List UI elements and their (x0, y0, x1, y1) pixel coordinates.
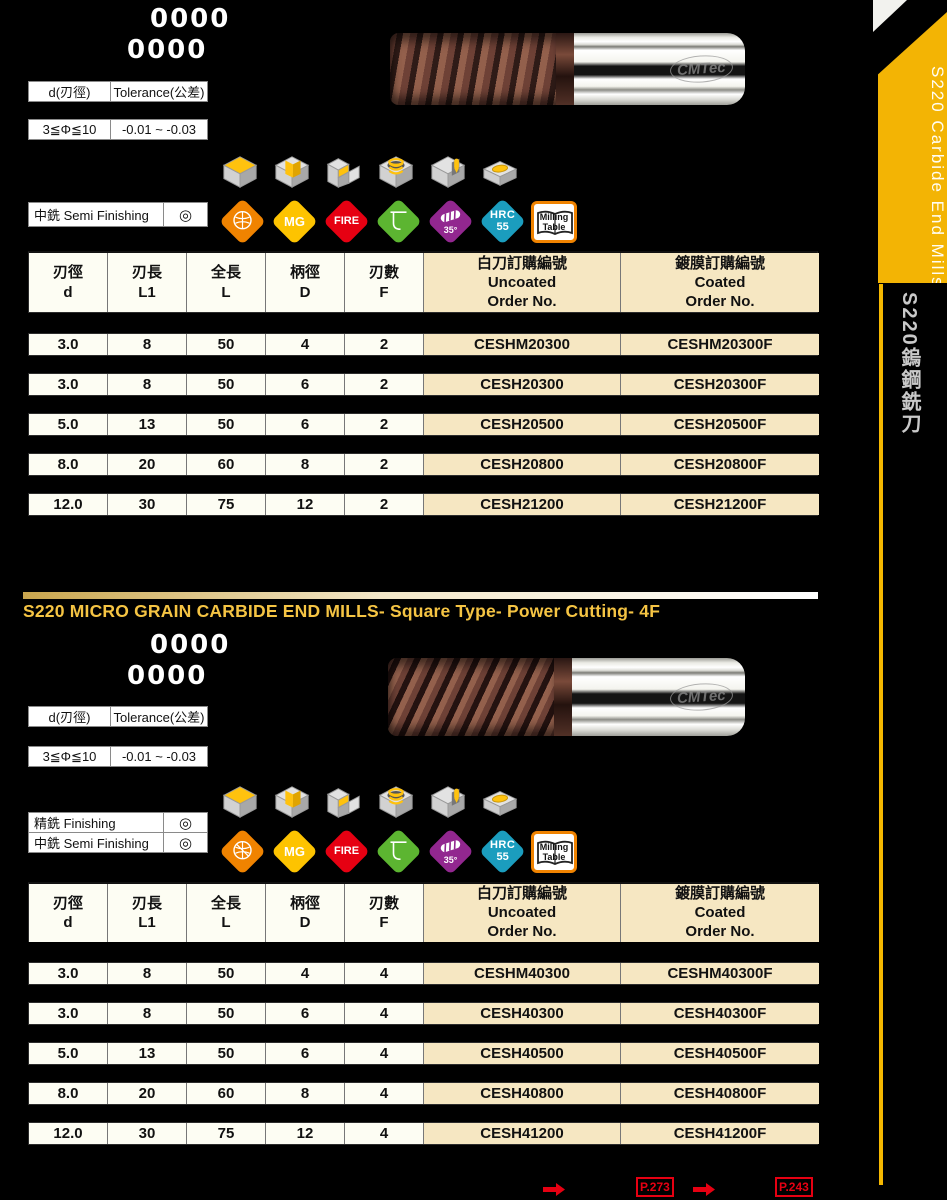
spec-table: 刃徑 d 刃長 L1 全長 L 柄徑 D 刃數 F 白刀訂購編號 Uncoated Order… (28, 882, 819, 1145)
table-row: 3.0 8 50 4 2 CESHM20300 CESHM20300F (28, 333, 819, 356)
sidebar-corner-decoration (873, 0, 907, 32)
finishing-label: 中銑 Semi Finishing (34, 208, 149, 223)
end-mill-collar (556, 33, 574, 105)
table-row: 8.0 20 60 8 2 CESH20800 CESH20800F (28, 453, 819, 476)
table-row: 12.0 30 75 12 2 CESH21200 CESH21200F (28, 493, 819, 516)
end-mill-photo: CMTec (388, 658, 745, 736)
micro-grain-badge: MG (271, 828, 318, 875)
sidebar-series-label-zh: S220鎢鋼銑刀 (898, 291, 920, 435)
slot-milling-icon (273, 782, 311, 820)
end-mill-section-badge (219, 828, 266, 875)
sidebar-accent-line (879, 284, 883, 1185)
machining-capability-icons (221, 782, 519, 820)
feature-badges: MG FIRE 35° HRC 55 Milling Table (219, 198, 577, 245)
pocket-milling-icon (481, 782, 519, 820)
helical-milling-icon (377, 152, 415, 190)
tolerance-header-row: d(刃徑) Tolerance(公差) (28, 706, 208, 727)
page-ref-arrow-icon (543, 1183, 565, 1200)
dimension-placeholder: 0000 (127, 35, 208, 65)
end-mill-shank (574, 33, 745, 105)
tolerance-range: 3≦Φ≦10 (42, 121, 97, 137)
section-title: S220 MICRO GRAIN CARBIDE END MILLS- Squa… (23, 601, 661, 621)
tolerance-header-d: d(刃徑) (48, 710, 91, 725)
dimension-placeholder: 0000 (127, 661, 208, 691)
feature-badges: MG FIRE 35° HRC 55 Milling Table (219, 828, 577, 875)
side-milling-icon (325, 782, 363, 820)
table-row: 3.0 8 50 6 2 CESH20300 CESH20300F (28, 373, 819, 396)
micro-grain-badge: MG (271, 198, 318, 245)
finishing-row: 中銑 Semi Finishing ◎ (29, 203, 207, 226)
section-4-flute: S220 MICRO GRAIN CARBIDE END MILLS- Squa… (0, 592, 870, 1172)
table-row: 3.0 8 50 6 4 CESH40300 CESH40300F (28, 1002, 819, 1025)
page-reference-link[interactable]: P.273 (636, 1177, 674, 1197)
corner-profile-badge (375, 198, 422, 245)
end-mill-photo: CMTec (390, 33, 745, 105)
finishing-capability-table: 精銑 Finishing ◎ 中銑 Semi Finishing ◎ (28, 812, 208, 853)
hardness-hrc55-badge: HRC 55 (479, 828, 526, 875)
corner-profile-badge (375, 828, 422, 875)
end-mill-shank (572, 658, 745, 736)
sidebar-series-tab-label: S220 Carbide End Mills (928, 65, 947, 288)
end-mill-flutes (390, 33, 562, 105)
spec-table-header: 刃徑 d 刃長 L1 全長 L 柄徑 D 刃數 F 白刀訂購編號 Uncoated Order… (28, 882, 819, 942)
table-row: 8.0 20 60 8 4 CESH40800 CESH40800F (28, 1082, 819, 1105)
dimension-placeholder: 0000 (150, 630, 231, 660)
sidebar-series-tab[interactable]: S220 Carbide End Mills (878, 12, 947, 283)
milling-table-badge[interactable]: Milling Table (531, 830, 577, 873)
pocket-milling-icon (481, 152, 519, 190)
finishing-label: 精銑 Finishing (34, 816, 116, 831)
page-reference-link[interactable]: P.243 (775, 1177, 813, 1197)
finishing-label: 中銑 Semi Finishing (34, 836, 149, 851)
tolerance-value-row: 3≦Φ≦10 -0.01 ~ -0.03 (28, 119, 208, 140)
table-row: 5.0 13 50 6 4 CESH40500 CESH40500F (28, 1042, 819, 1065)
tolerance-header-row: d(刃徑) Tolerance(公差) (28, 81, 208, 102)
finishing-rating: ◎ (163, 203, 207, 226)
page-ref-arrow-icon (693, 1183, 715, 1200)
helix-angle-35-badge: 35° (427, 198, 474, 245)
spec-table: 刃徑 d 刃長 L1 全長 L 柄徑 D 刃數 F 白刀訂購編號 Uncoated Order… (28, 251, 819, 516)
tolerance-value: -0.01 ~ -0.03 (110, 747, 207, 766)
spec-table-header: 刃徑 d 刃長 L1 全長 L 柄徑 D 刃數 F 白刀訂購編號 Uncoated Order… (28, 251, 819, 313)
tolerance-header-tol: Tolerance(公差) (110, 82, 207, 101)
machining-capability-icons (221, 152, 519, 190)
table-row: 5.0 13 50 6 2 CESH20500 CESH20500F (28, 413, 819, 436)
drilling-icon (429, 782, 467, 820)
face-milling-icon (221, 782, 259, 820)
finishing-rating: ◎ (163, 833, 207, 852)
tolerance-value: -0.01 ~ -0.03 (110, 120, 207, 139)
end-mill-flutes (388, 658, 560, 736)
end-mill-section-badge (219, 198, 266, 245)
face-milling-icon (221, 152, 259, 190)
helical-milling-icon (377, 782, 415, 820)
section-2-flute: 0000 0000 CMTec d(刃徑) Tolerance(公差) 3≦Φ≦… (0, 0, 870, 590)
table-row: 3.0 8 50 4 4 CESHM40300 CESHM40300F (28, 962, 819, 985)
slot-milling-icon (273, 152, 311, 190)
finishing-row: 精銑 Finishing ◎ (29, 813, 207, 832)
finishing-rating: ◎ (163, 813, 207, 832)
end-mill-collar (554, 658, 572, 736)
tolerance-value-row: 3≦Φ≦10 -0.01 ~ -0.03 (28, 746, 208, 767)
tolerance-header-tol: Tolerance(公差) (110, 707, 207, 726)
finishing-capability-table: 中銑 Semi Finishing ◎ (28, 202, 208, 227)
helix-angle-35-badge: 35° (427, 828, 474, 875)
side-milling-icon (325, 152, 363, 190)
drilling-icon (429, 152, 467, 190)
table-row: 12.0 30 75 12 4 CESH41200 CESH41200F (28, 1122, 819, 1145)
hardness-hrc55-badge: HRC 55 (479, 198, 526, 245)
title-divider-bar (23, 592, 818, 599)
finishing-row: 中銑 Semi Finishing ◎ (29, 832, 207, 852)
dimension-placeholder: 0000 (150, 4, 231, 34)
tolerance-range: 3≦Φ≦10 (42, 748, 97, 764)
fire-badge: FIRE (323, 828, 370, 875)
milling-table-badge[interactable]: Milling Table (531, 200, 577, 243)
tolerance-header-d: d(刃徑) (48, 85, 91, 100)
fire-badge: FIRE (323, 198, 370, 245)
